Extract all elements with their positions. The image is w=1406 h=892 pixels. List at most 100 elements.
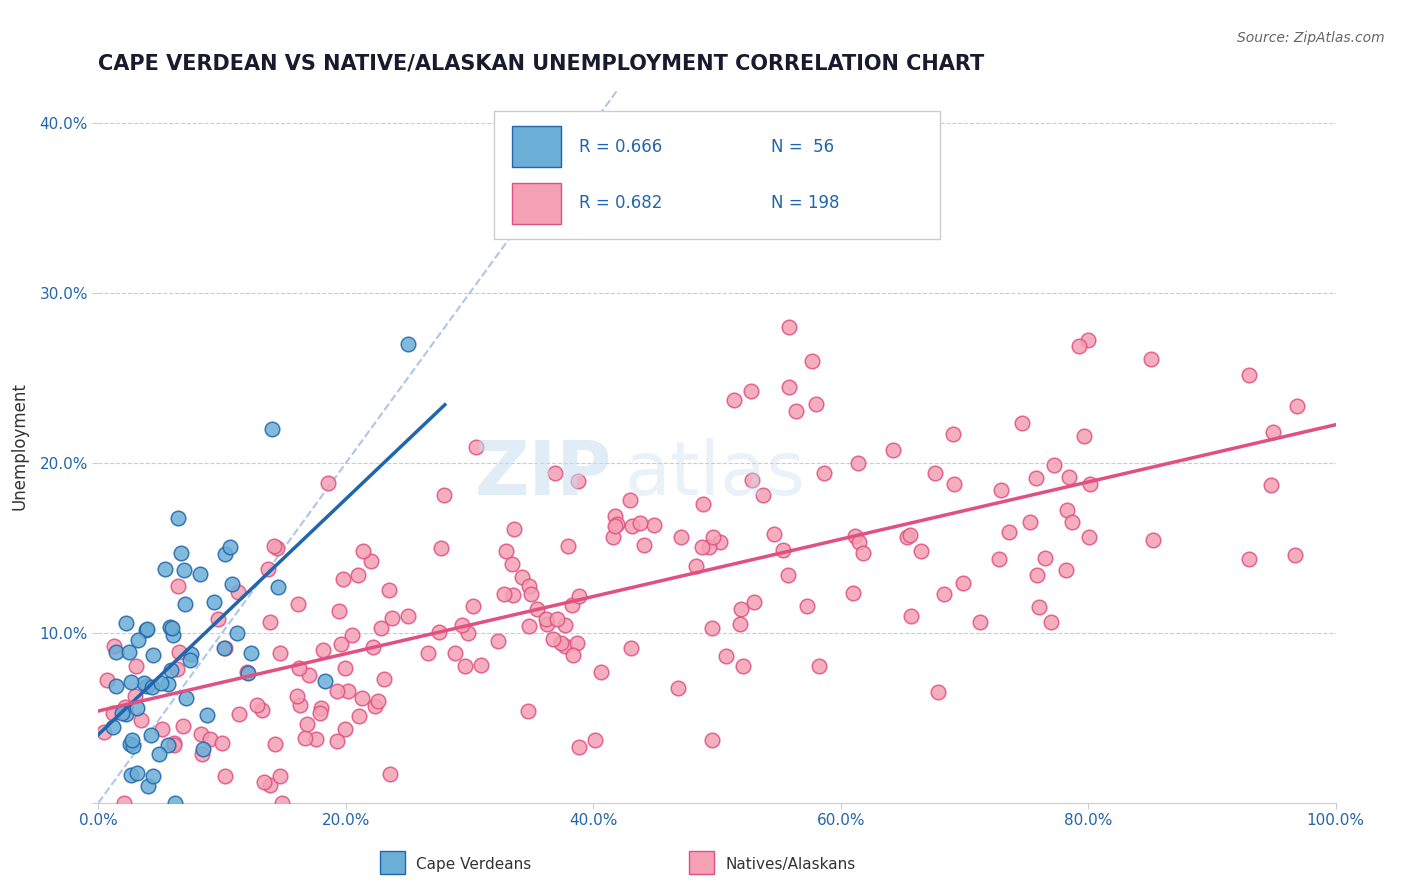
Point xyxy=(742,595,765,609)
Point xyxy=(416,646,439,660)
Point xyxy=(606,516,628,531)
Point xyxy=(370,621,392,635)
Point xyxy=(429,624,451,639)
Point xyxy=(1025,471,1047,485)
Point xyxy=(105,644,128,658)
Point xyxy=(778,319,800,334)
Point xyxy=(162,628,184,642)
Point xyxy=(252,703,274,717)
Point xyxy=(173,598,195,612)
Point xyxy=(124,689,146,703)
Point xyxy=(846,456,869,470)
Point xyxy=(202,595,225,609)
Point xyxy=(1056,503,1078,517)
Point xyxy=(1077,333,1099,347)
Point xyxy=(543,466,565,480)
Point xyxy=(136,679,159,693)
Point xyxy=(167,579,190,593)
Point xyxy=(264,737,287,751)
Point xyxy=(236,666,259,681)
Point xyxy=(260,422,283,436)
Point xyxy=(501,557,523,571)
Point xyxy=(1011,416,1033,430)
Text: Natives/Alaskans: Natives/Alaskans xyxy=(725,857,856,871)
Point xyxy=(796,599,818,614)
Point xyxy=(896,530,918,544)
Point xyxy=(602,530,624,544)
Point xyxy=(1139,351,1161,366)
Point xyxy=(121,739,143,753)
Point xyxy=(163,796,186,810)
Point xyxy=(329,637,352,651)
Point xyxy=(430,541,453,556)
Point xyxy=(450,618,472,632)
Point xyxy=(554,639,576,653)
Point xyxy=(568,589,591,603)
Point xyxy=(690,540,713,554)
Point xyxy=(297,717,319,731)
Point xyxy=(778,380,800,394)
Point xyxy=(709,534,731,549)
Point xyxy=(294,731,316,745)
Point xyxy=(813,466,835,480)
Point xyxy=(157,738,180,752)
Point xyxy=(671,530,693,544)
Text: Source: ZipAtlas.com: Source: ZipAtlas.com xyxy=(1237,31,1385,45)
Point xyxy=(308,706,330,721)
Point xyxy=(271,796,294,810)
Point xyxy=(605,519,627,533)
Point xyxy=(287,661,309,675)
Point xyxy=(692,497,714,511)
Point xyxy=(225,626,247,640)
Point xyxy=(842,586,865,600)
Point xyxy=(740,384,762,398)
Point xyxy=(620,519,643,533)
Point xyxy=(96,673,118,687)
Point xyxy=(104,679,127,693)
Point xyxy=(723,392,745,407)
Point xyxy=(378,582,401,597)
Point xyxy=(444,646,467,660)
Point xyxy=(998,525,1021,540)
Point xyxy=(1286,399,1309,413)
Point xyxy=(153,562,176,576)
Point xyxy=(561,648,583,662)
Point xyxy=(135,623,157,637)
Point xyxy=(1059,470,1081,484)
Point xyxy=(546,612,568,626)
Point xyxy=(1028,599,1050,614)
Point xyxy=(367,694,389,708)
Point xyxy=(125,766,148,780)
Point xyxy=(150,722,173,736)
Point xyxy=(380,767,402,781)
Point xyxy=(454,659,477,673)
Point xyxy=(752,488,775,502)
Point xyxy=(697,540,720,554)
Point xyxy=(342,628,364,642)
Point xyxy=(605,509,627,524)
Point xyxy=(129,713,152,727)
Text: ZIP: ZIP xyxy=(475,438,612,511)
Point xyxy=(778,568,800,582)
Point xyxy=(93,725,115,739)
Point xyxy=(259,778,281,792)
Point xyxy=(526,602,548,616)
Point xyxy=(148,747,170,761)
Point xyxy=(848,535,870,549)
Point xyxy=(461,599,484,613)
Point xyxy=(1033,551,1056,566)
Point xyxy=(267,580,290,594)
Point xyxy=(924,466,946,480)
Point xyxy=(567,475,589,489)
Point xyxy=(990,483,1012,497)
Point xyxy=(160,621,183,635)
Text: Cape Verdeans: Cape Verdeans xyxy=(416,857,531,871)
Point xyxy=(1040,615,1063,630)
Point xyxy=(731,659,754,673)
Text: CAPE VERDEAN VS NATIVE/ALASKAN UNEMPLOYMENT CORRELATION CHART: CAPE VERDEAN VS NATIVE/ALASKAN UNEMPLOYM… xyxy=(98,54,984,74)
Point xyxy=(326,684,349,698)
Point xyxy=(1025,567,1047,582)
Point xyxy=(235,665,257,680)
Point xyxy=(266,541,288,556)
Point xyxy=(298,667,321,681)
